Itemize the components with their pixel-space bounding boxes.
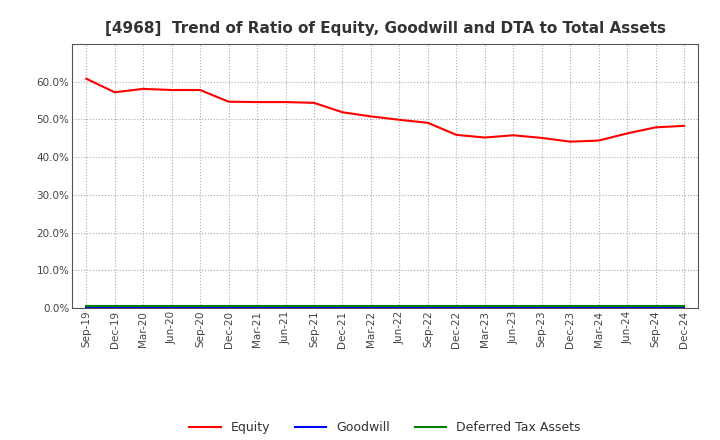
Equity [395,117,404,122]
Equity [480,135,489,140]
Equity [110,90,119,95]
Equity [366,114,375,119]
Goodwill [282,304,290,310]
Deferred Tax Assets [225,304,233,309]
Goodwill [167,304,176,310]
Goodwill [480,304,489,310]
Goodwill [680,304,688,310]
Goodwill [82,304,91,310]
Goodwill [139,304,148,310]
Goodwill [423,304,432,310]
Goodwill [366,304,375,310]
Goodwill [452,304,461,310]
Goodwill [595,304,603,310]
Equity [282,99,290,105]
Deferred Tax Assets [310,304,318,309]
Deferred Tax Assets [595,304,603,309]
Equity [253,99,261,105]
Equity [82,76,91,81]
Deferred Tax Assets [196,304,204,309]
Deferred Tax Assets [652,304,660,309]
Goodwill [566,304,575,310]
Deferred Tax Assets [680,304,688,309]
Equity [423,120,432,125]
Deferred Tax Assets [423,304,432,309]
Deferred Tax Assets [110,304,119,309]
Deferred Tax Assets [623,304,631,309]
Goodwill [225,304,233,310]
Deferred Tax Assets [366,304,375,309]
Goodwill [110,304,119,310]
Deferred Tax Assets [338,304,347,309]
Equity [139,86,148,92]
Goodwill [652,304,660,310]
Equity [196,88,204,93]
Deferred Tax Assets [253,304,261,309]
Goodwill [537,304,546,310]
Equity [225,99,233,104]
Deferred Tax Assets [480,304,489,309]
Deferred Tax Assets [82,304,91,309]
Equity [537,135,546,140]
Equity [623,131,631,136]
Equity [652,125,660,130]
Line: Equity: Equity [86,79,684,142]
Equity [595,138,603,143]
Equity [509,132,518,138]
Deferred Tax Assets [566,304,575,309]
Goodwill [253,304,261,310]
Goodwill [338,304,347,310]
Equity [167,88,176,93]
Deferred Tax Assets [509,304,518,309]
Deferred Tax Assets [139,304,148,309]
Goodwill [395,304,404,310]
Deferred Tax Assets [537,304,546,309]
Equity [338,110,347,115]
Deferred Tax Assets [167,304,176,309]
Deferred Tax Assets [395,304,404,309]
Legend: Equity, Goodwill, Deferred Tax Assets: Equity, Goodwill, Deferred Tax Assets [184,416,586,439]
Goodwill [310,304,318,310]
Deferred Tax Assets [282,304,290,309]
Equity [452,132,461,138]
Equity [680,123,688,128]
Title: [4968]  Trend of Ratio of Equity, Goodwill and DTA to Total Assets: [4968] Trend of Ratio of Equity, Goodwil… [104,21,666,36]
Deferred Tax Assets [452,304,461,309]
Goodwill [509,304,518,310]
Goodwill [623,304,631,310]
Equity [566,139,575,144]
Goodwill [196,304,204,310]
Equity [310,100,318,106]
